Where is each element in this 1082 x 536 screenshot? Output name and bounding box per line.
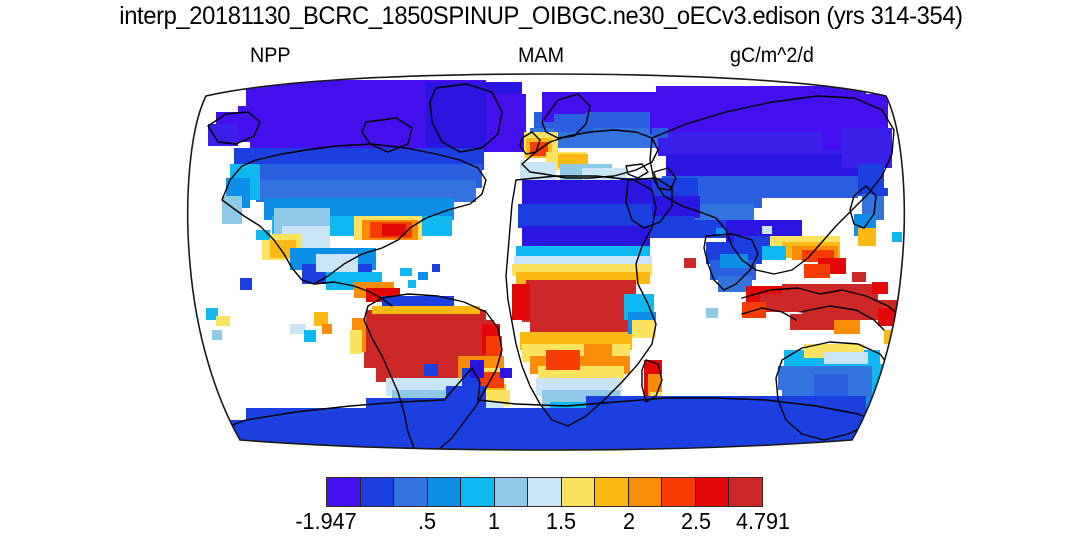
colorbar-cell xyxy=(628,478,663,506)
colorbar-cell xyxy=(695,478,730,506)
colorbar-cell xyxy=(528,478,562,506)
colorbar-tick-label: 4.791 xyxy=(735,508,791,534)
colorbar-tick-label: 2.5 xyxy=(680,508,711,534)
variable-label: NPP xyxy=(250,44,291,67)
colorbar-tick-label: 2 xyxy=(622,508,635,534)
colorbar-tick-label: 1.5 xyxy=(546,508,577,534)
colorbar-cell xyxy=(494,478,529,506)
colorbar-tick-label: -1.947 xyxy=(295,508,357,534)
colorbar-cell xyxy=(561,478,596,506)
world-map xyxy=(186,68,906,458)
colorbar-cell xyxy=(662,478,696,506)
colorbar-cell xyxy=(327,478,361,506)
colorbar-cell xyxy=(427,478,462,506)
colorbar-cell xyxy=(360,478,395,506)
season-label: MAM xyxy=(517,44,565,67)
colorbar xyxy=(326,477,763,507)
colorbar-cell xyxy=(595,478,629,506)
units-label: gC/m^2/d xyxy=(730,44,814,67)
page-title: interp_20181130_BCRC_1850SPINUP_OIBGC.ne… xyxy=(119,2,963,30)
colorbar-tick-label: .5 xyxy=(417,508,436,534)
colorbar-cell xyxy=(394,478,428,506)
colorbar-tick-labels: -1.947 .5 1 1.5 2 2.5 4.791 xyxy=(186,508,906,536)
colorbar-cell xyxy=(461,478,495,506)
colorbar-cells xyxy=(326,477,763,507)
colorbar-tick-label: 1 xyxy=(488,508,501,534)
colorbar-cell xyxy=(729,478,762,506)
